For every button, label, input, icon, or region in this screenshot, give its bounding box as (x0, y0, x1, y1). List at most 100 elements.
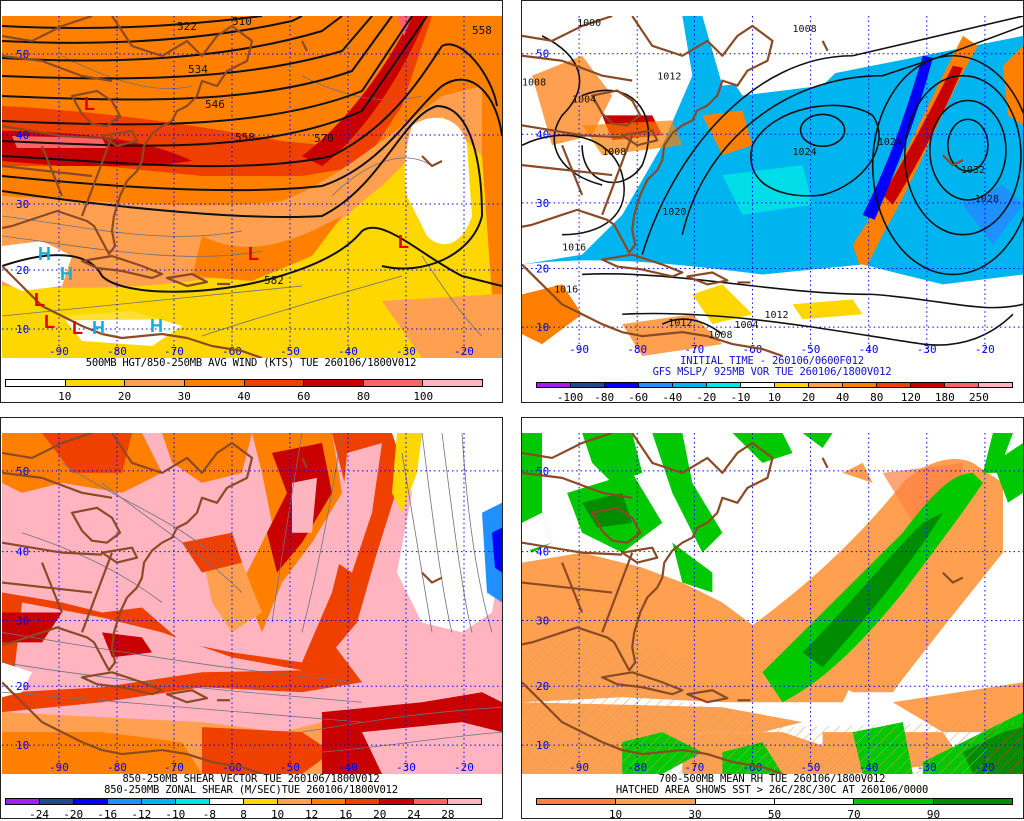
contour-label: 1008 (602, 147, 626, 158)
shear-shading (2, 433, 502, 774)
colorbar-label: 100 (413, 390, 434, 403)
colorbar-label: 40 (836, 391, 850, 404)
colorbar-swatch (979, 383, 1012, 387)
sst-hatching (522, 632, 1023, 774)
latitude-label: 20 (16, 264, 29, 277)
latitude-label: 10 (16, 739, 29, 752)
colorbar-swatch (843, 383, 877, 387)
longitude-label: -90 (49, 761, 69, 774)
colorbar-label: -12 (131, 808, 152, 821)
longitude-label: -40 (338, 761, 358, 774)
colorbar-label: -10 (165, 808, 186, 821)
colorbar-swatch (673, 383, 707, 387)
colorbar-label: 10 (767, 391, 782, 404)
low-center: L (248, 244, 259, 264)
colorbar-swatch (414, 799, 448, 804)
longitude-label: -20 (975, 343, 995, 356)
contour-label: 522 (177, 20, 197, 33)
colorbar-label: 90 (926, 808, 941, 821)
longitude-label: -20 (454, 761, 474, 774)
high-center: H (92, 318, 105, 338)
longitude-label: -50 (801, 343, 821, 356)
colorbar-swatch (278, 799, 312, 804)
colorbar-swatch (639, 383, 673, 387)
colorbar-swatch (695, 799, 775, 804)
colorbar-label: 8 (240, 808, 247, 821)
latitude-label: 10 (16, 323, 29, 336)
longitude-label: -90 (49, 345, 69, 358)
panel-mslp-vorticity: 50 40 30 20 10 -90 -80 -70 -60 -50 -40 -30 -20 1000 … (521, 0, 1024, 404)
longitude-label: -30 (396, 761, 416, 774)
high-center: H (38, 244, 51, 264)
contour-label: 1000 (577, 18, 601, 29)
colorbar-swatch (911, 383, 945, 387)
longitude-label: -30 (917, 761, 937, 774)
caption-line: 700-500MB MEAN RH TUE 260106/1800V012 (658, 773, 886, 785)
map-shear: 50 40 30 20 10 -90 -80 -70 -60 -50 -40 -30 -20 (2, 433, 502, 774)
latitude-label: 30 (536, 197, 549, 210)
latitude-label: 30 (536, 614, 549, 627)
colorbar-swatch (809, 383, 843, 387)
colorbar-swatch (304, 380, 364, 386)
latitude-label: 40 (16, 546, 29, 559)
contour-label: 1012 (668, 318, 692, 329)
colorbar-swatch (448, 799, 481, 804)
colorbar-swatch (537, 799, 617, 804)
high-center: H (150, 316, 163, 336)
colorbar-label: 180 (934, 391, 955, 404)
contour-label: 1012 (764, 310, 788, 321)
contour-label: 558 (472, 24, 492, 37)
contour-label: 1004 (734, 320, 758, 331)
colorbar-swatch (616, 799, 696, 804)
longitude-label: -80 (627, 761, 647, 774)
low-center: L (44, 312, 55, 332)
caption-line: INITIAL TIME - 260106/0600F012 (680, 355, 864, 367)
colorbar-swatch (6, 380, 66, 386)
colorbar-label: -20 (696, 391, 717, 404)
panel-500mb-height-wind: 50 40 30 20 10 -90 -80 -70 -60 -50 -40 -30 -20 522 5… (0, 0, 503, 403)
colorbar-label: 20 (801, 391, 816, 404)
contour-label: 546 (205, 98, 225, 111)
colorbar-swatch (854, 799, 934, 804)
latitude-label: 30 (16, 614, 29, 627)
contour-label: 1020 (662, 207, 686, 218)
colorbar-swatch (346, 799, 380, 804)
contour-label: 582 (264, 274, 284, 287)
colorbar-swatch (741, 383, 775, 387)
latitude-label: 40 (536, 546, 549, 559)
longitude-label: -40 (859, 343, 879, 356)
contour-label: 1024 (878, 137, 902, 148)
colorbar-label: -80 (594, 391, 615, 404)
colorbar-swatch (6, 799, 40, 804)
colorbar (536, 798, 1013, 805)
latitude-label: 10 (536, 321, 549, 334)
contour-label: 558 (235, 131, 255, 144)
contour-label: 1016 (554, 284, 578, 295)
colorbar-swatch (142, 799, 176, 804)
panel-mean-rh: 50 40 30 20 10 -90 -80 -70 -60 -50 -40 -30 -20 700-5… (521, 417, 1024, 821)
panel-caption: INITIAL TIME - 260106/0600F012 GFS MSLP/ … (522, 356, 1022, 378)
colorbar-label: 10 (608, 808, 623, 821)
colorbar-swatch (312, 799, 346, 804)
low-center: L (34, 290, 45, 310)
colorbar-label: 10 (58, 390, 72, 403)
caption-line: HATCHED AREA SHOWS SST > 26C/28C/30C AT … (615, 784, 929, 796)
vorticity-shading (522, 16, 1023, 356)
colorbar-swatch (423, 380, 482, 386)
colorbar-swatch (945, 383, 979, 387)
colorbar-swatch (125, 380, 185, 386)
contour-label: 1028 (975, 194, 999, 205)
caption-line: GFS MSLP/ 925MB VOR TUE 260106/1800V012 (652, 366, 892, 378)
longitude-label: -50 (801, 761, 821, 774)
panel-caption: 850-250MB SHEAR VECTOR TUE 260106/1800V0… (1, 774, 501, 796)
longitude-label: -30 (917, 343, 937, 356)
colorbar (5, 798, 482, 805)
colorbar-label: -10 (730, 391, 751, 404)
contour-label: 1008 (522, 78, 546, 89)
longitude-label: -50 (280, 761, 300, 774)
longitude-label: -80 (107, 345, 127, 358)
caption-line: 850-250MB ZONAL SHEAR (M/SEC)TUE 260106/… (104, 784, 398, 796)
